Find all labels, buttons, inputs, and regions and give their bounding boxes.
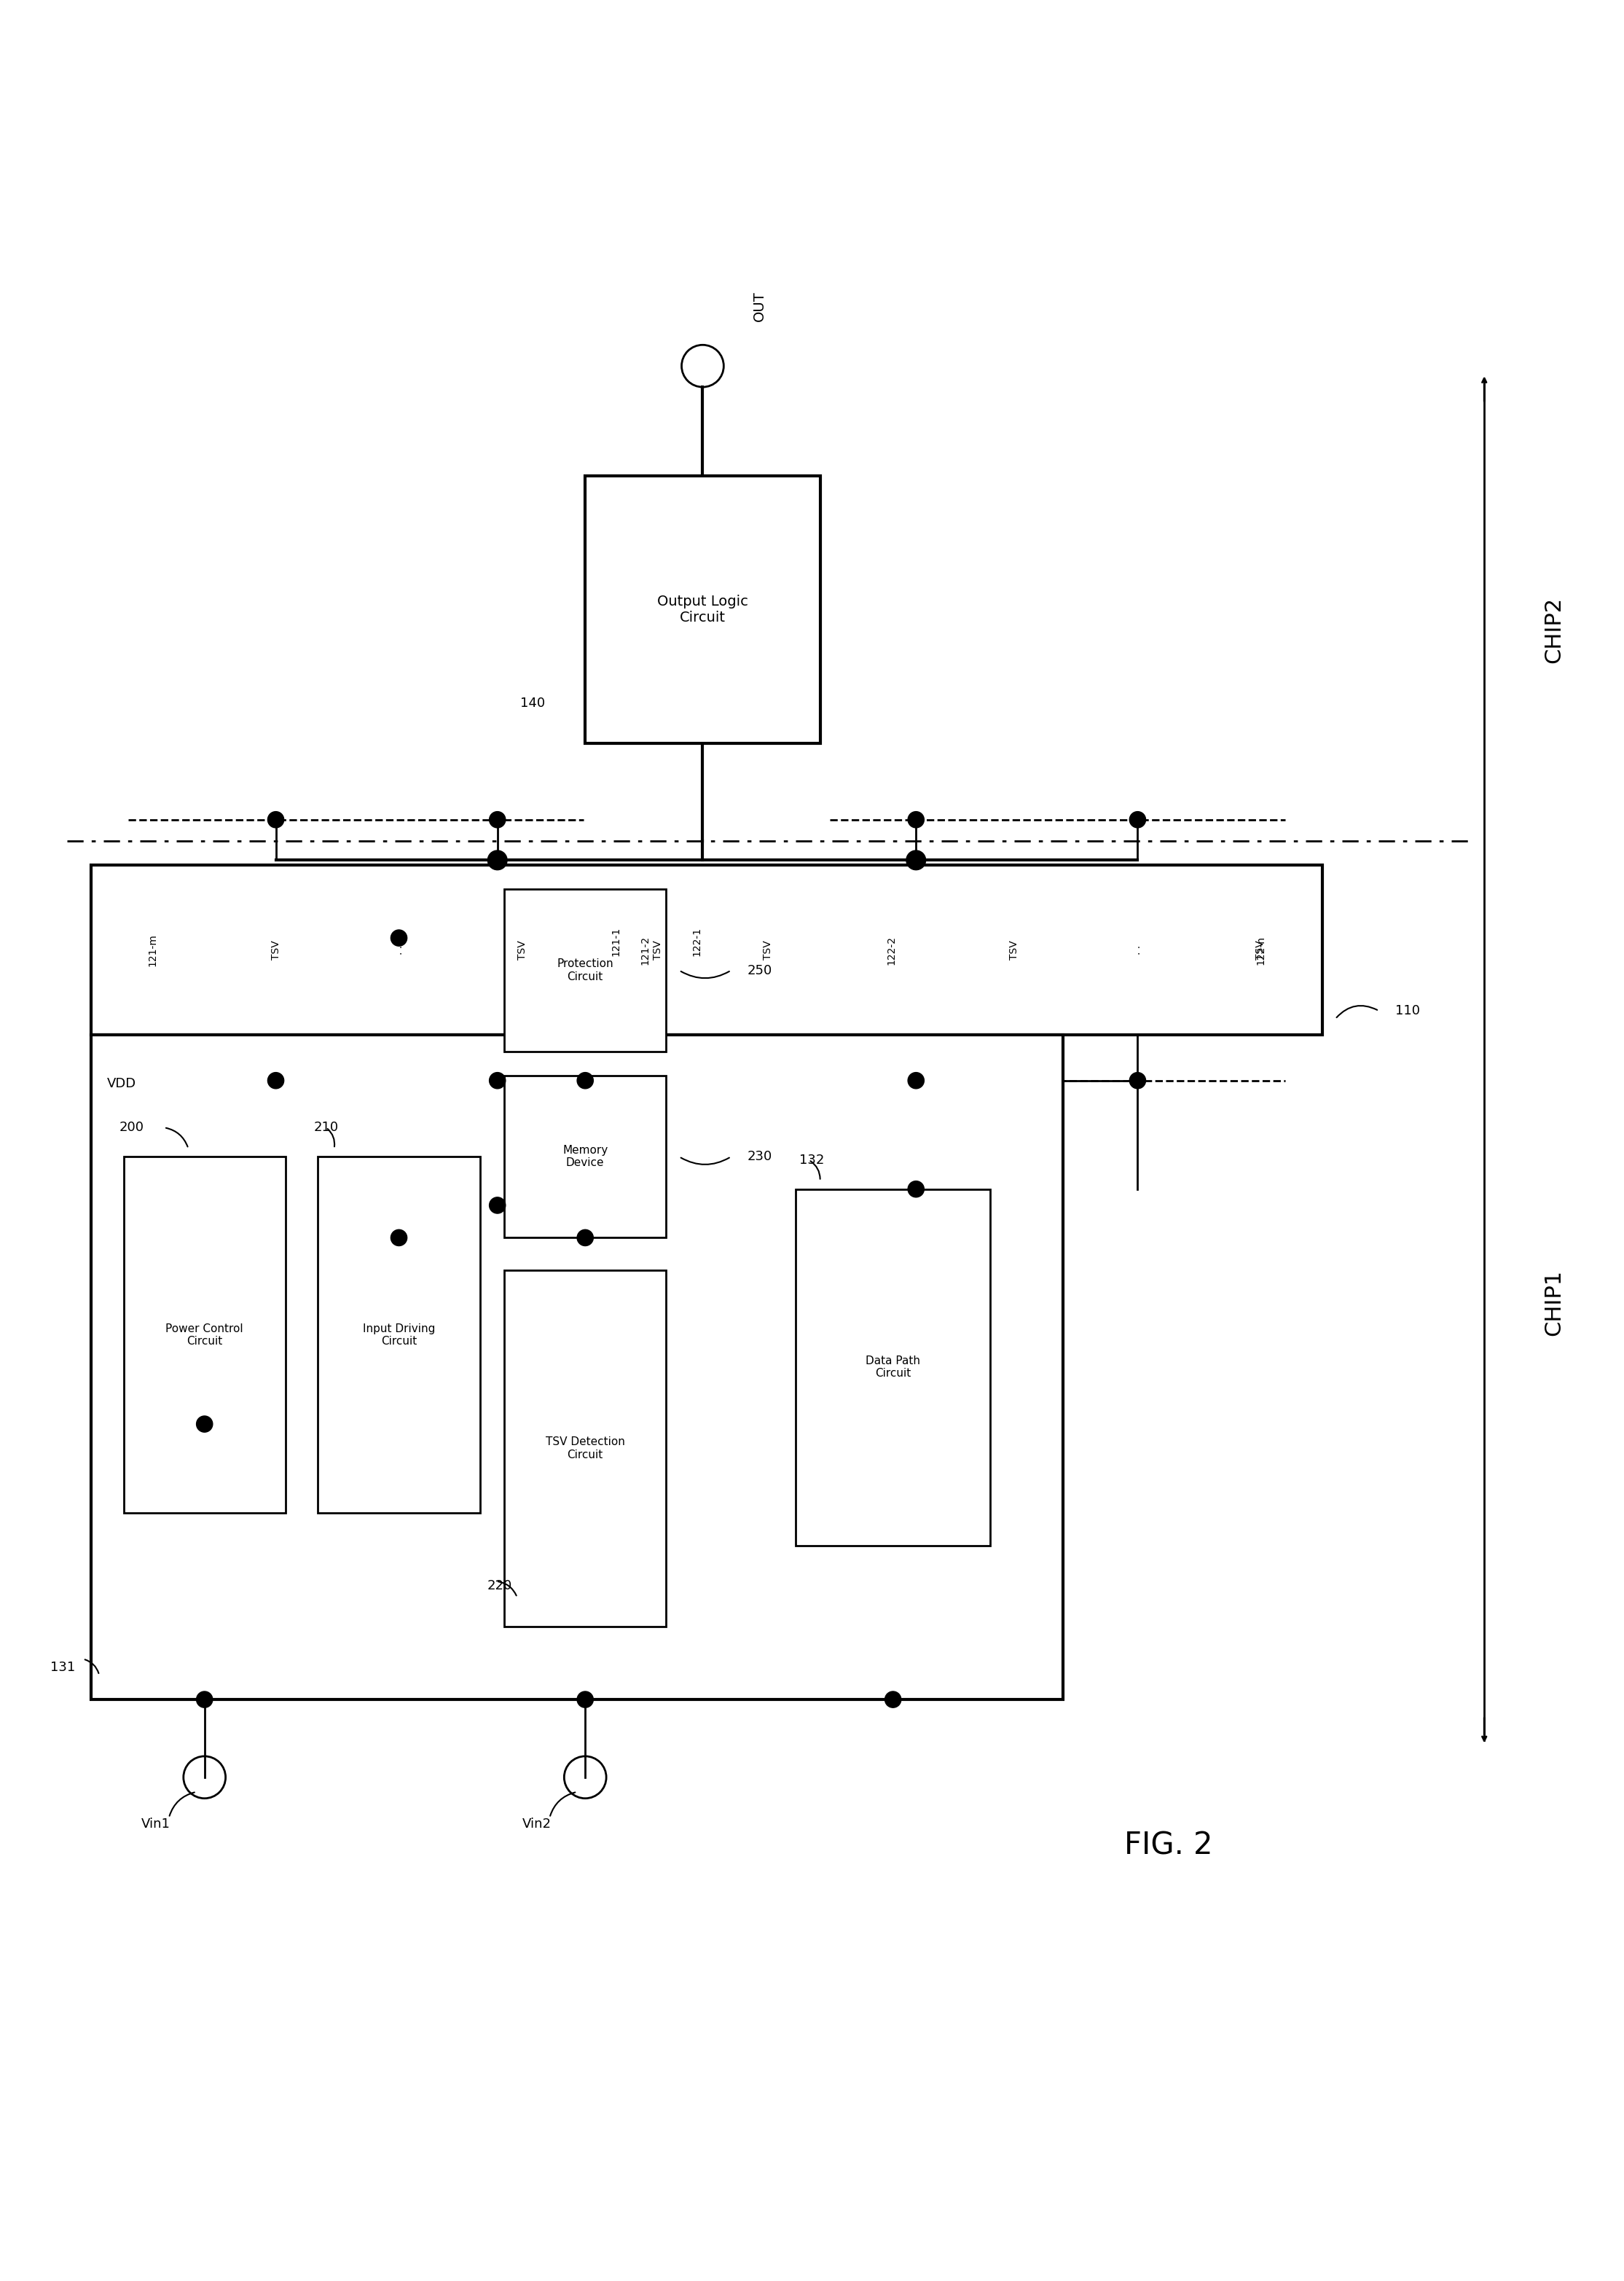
Circle shape (1130, 1072, 1145, 1088)
Text: TSV: TSV (271, 940, 281, 960)
Text: Power Control
Circuit: Power Control Circuit (166, 1323, 244, 1346)
Bar (503, 890, 666, 1052)
Text: . .: . . (393, 944, 404, 956)
Text: VDD: VDD (107, 1077, 136, 1090)
Text: CHIP1: CHIP1 (1543, 1268, 1564, 1337)
Text: 121-m: 121-m (148, 933, 158, 967)
Text: 122-2: 122-2 (887, 935, 896, 965)
Circle shape (577, 1072, 593, 1088)
Text: TSV: TSV (516, 940, 528, 960)
Circle shape (487, 851, 507, 869)
Circle shape (1130, 812, 1145, 828)
Text: FIG. 2: FIG. 2 (1124, 1829, 1213, 1861)
Circle shape (391, 1229, 408, 1245)
Circle shape (197, 1417, 213, 1432)
Bar (91, 1036, 1064, 1699)
Circle shape (577, 1229, 593, 1245)
Circle shape (489, 1198, 505, 1213)
Text: Output Logic
Circuit: Output Logic Circuit (658, 595, 749, 625)
Circle shape (489, 812, 505, 828)
Circle shape (391, 931, 408, 947)
Circle shape (268, 1072, 284, 1088)
Text: Input Driving
Circuit: Input Driving Circuit (362, 1323, 435, 1346)
Bar (91, 864, 1322, 1036)
Circle shape (268, 812, 284, 828)
Circle shape (908, 812, 924, 828)
Text: CHIP2: CHIP2 (1543, 598, 1564, 664)
Text: TSV: TSV (763, 940, 773, 960)
Text: 250: 250 (747, 965, 771, 976)
Circle shape (489, 1072, 505, 1088)
Text: 210: 210 (313, 1120, 338, 1134)
Text: TSV: TSV (653, 940, 663, 960)
Circle shape (885, 1693, 901, 1708)
Bar (503, 1271, 666, 1626)
Circle shape (577, 1693, 593, 1708)
Text: Protection
Circuit: Protection Circuit (557, 958, 614, 983)
Text: 230: 230 (747, 1150, 771, 1163)
Text: OUT: OUT (752, 290, 767, 322)
Text: 110: 110 (1395, 1004, 1419, 1017)
Circle shape (908, 1072, 924, 1088)
Bar (796, 1188, 991, 1547)
Text: 220: 220 (487, 1578, 512, 1592)
Text: 122-n: 122-n (1255, 935, 1265, 965)
Bar (503, 1077, 666, 1239)
Text: 200: 200 (119, 1120, 145, 1134)
Text: 121-2: 121-2 (640, 935, 650, 965)
Circle shape (197, 1693, 213, 1708)
Circle shape (908, 1182, 924, 1198)
Text: 132: 132 (799, 1154, 825, 1166)
Text: 122-1: 122-1 (692, 926, 702, 956)
Text: 121-1: 121-1 (611, 926, 620, 956)
Text: 131: 131 (50, 1661, 75, 1674)
Text: TSV: TSV (1255, 940, 1265, 960)
Text: 140: 140 (520, 696, 544, 709)
Text: TSV: TSV (1010, 940, 1020, 960)
Bar (123, 1156, 286, 1512)
Text: Vin2: Vin2 (521, 1818, 551, 1832)
Text: Data Path
Circuit: Data Path Circuit (866, 1355, 921, 1380)
Bar (585, 477, 820, 744)
Text: Vin1: Vin1 (141, 1818, 171, 1832)
Text: TSV Detection
Circuit: TSV Detection Circuit (546, 1437, 625, 1460)
Circle shape (906, 851, 926, 869)
Text: Memory
Device: Memory Device (562, 1145, 607, 1168)
Text: . .: . . (1132, 944, 1143, 956)
Bar (318, 1156, 481, 1512)
